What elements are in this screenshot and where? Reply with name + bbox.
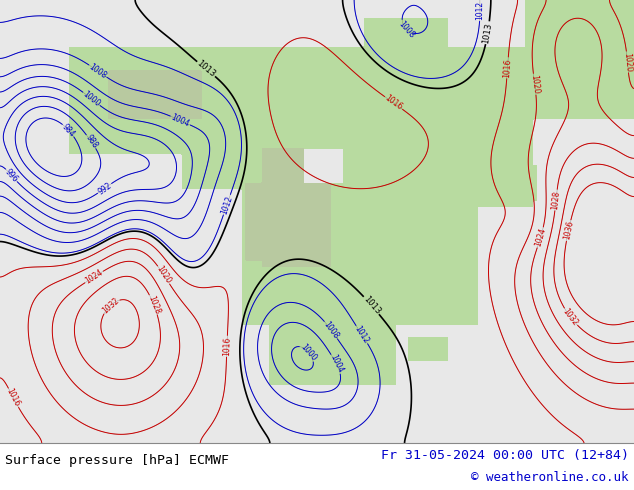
Text: 1008: 1008: [397, 19, 416, 40]
Text: © weatheronline.co.uk: © weatheronline.co.uk: [472, 471, 629, 484]
Text: 1012: 1012: [353, 324, 371, 345]
Text: 988: 988: [84, 133, 99, 150]
Text: 1032: 1032: [100, 295, 120, 315]
Text: 1020: 1020: [622, 52, 633, 72]
Text: 1016: 1016: [5, 387, 22, 409]
Text: 1028: 1028: [146, 294, 162, 315]
Text: 1032: 1032: [561, 307, 580, 327]
Text: 984: 984: [60, 122, 77, 139]
Text: 1008: 1008: [87, 62, 108, 80]
Text: 1024: 1024: [533, 227, 548, 248]
Text: 1016: 1016: [502, 58, 513, 78]
Text: Fr 31-05-2024 00:00 UTC (12+84): Fr 31-05-2024 00:00 UTC (12+84): [381, 449, 629, 462]
Text: 1000: 1000: [299, 342, 318, 363]
Text: 1013: 1013: [361, 294, 382, 317]
Text: 1012: 1012: [476, 1, 484, 20]
Text: 1000: 1000: [81, 89, 102, 108]
Text: 1020: 1020: [529, 74, 540, 95]
Text: 1028: 1028: [550, 190, 562, 210]
Text: Surface pressure [hPa] ECMWF: Surface pressure [hPa] ECMWF: [5, 454, 229, 467]
Text: 1012: 1012: [219, 194, 234, 215]
Text: 1024: 1024: [84, 268, 105, 286]
Text: 1036: 1036: [562, 220, 575, 241]
Text: 1004: 1004: [328, 353, 345, 374]
Text: 996: 996: [3, 167, 20, 184]
Text: 1016: 1016: [383, 94, 404, 112]
Text: 1013: 1013: [482, 22, 494, 44]
Text: 1013: 1013: [195, 59, 217, 79]
Text: 1016: 1016: [222, 337, 232, 356]
Text: 1004: 1004: [170, 112, 191, 128]
Text: 1020: 1020: [155, 265, 173, 286]
Text: 992: 992: [96, 180, 113, 196]
Text: 1008: 1008: [321, 319, 340, 341]
